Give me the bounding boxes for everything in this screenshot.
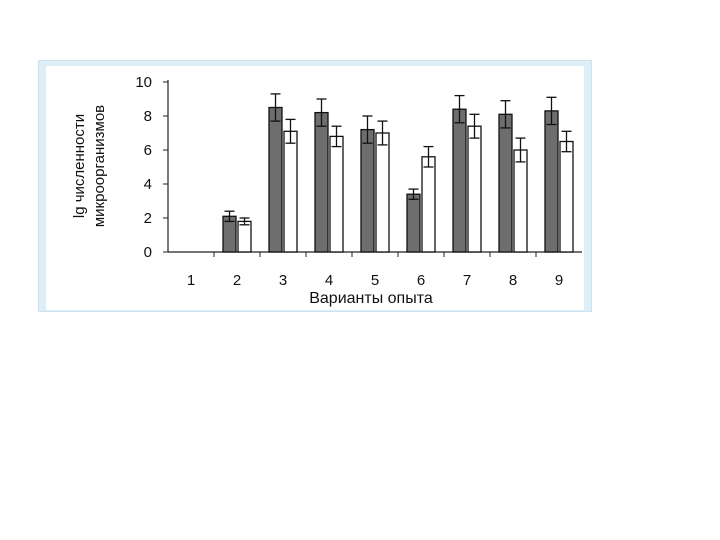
y-tick-label: 0: [144, 244, 152, 261]
bar-series-2: [421, 156, 436, 253]
x-tick-label: 5: [371, 272, 379, 289]
y-tick-label: 2: [144, 210, 152, 227]
y-axis-title: lg численности микроорганизмов: [71, 105, 108, 227]
bar-series-2: [559, 140, 574, 253]
bar-series-1: [452, 108, 467, 253]
y-axis-title-line-1: lg численности: [71, 114, 88, 218]
bar-series-1: [314, 111, 329, 253]
x-tick-label: 8: [509, 272, 517, 289]
y-tick-label: 10: [135, 74, 152, 91]
bar-series-1: [268, 106, 283, 253]
bar-series-2: [513, 149, 528, 253]
bar-series-1: [360, 128, 375, 253]
bar-series-2: [283, 130, 298, 253]
axes: [167, 80, 582, 257]
y-tick-label: 8: [144, 108, 152, 125]
x-tick-label: 9: [555, 272, 563, 289]
y-tick-label: 4: [144, 176, 152, 193]
bar-series-1: [544, 110, 559, 253]
x-tick-label: 7: [463, 272, 471, 289]
y-axis-title-line-2: микроорганизмов: [91, 105, 108, 227]
bars: [222, 93, 574, 253]
bar-series-1: [406, 193, 421, 253]
bar-series-1: [498, 113, 513, 253]
x-tick-label: 2: [233, 272, 241, 289]
x-tick-label: 6: [417, 272, 425, 289]
bar-series-2: [467, 125, 482, 253]
x-axis-title: Варианты опыта: [309, 290, 433, 307]
bar-series-2: [375, 132, 390, 253]
x-axis-tick-labels: 1 2 3 4 5 6 7 8 9: [187, 272, 563, 289]
x-tick-label: 1: [187, 272, 195, 289]
bar-series-2: [237, 220, 252, 253]
y-axis-ticks: 0 2 4 6 8 10: [135, 74, 168, 261]
x-tick-label: 3: [279, 272, 287, 289]
x-tick-label: 4: [325, 272, 333, 289]
y-tick-label: 6: [144, 142, 152, 159]
bar-series-2: [329, 135, 344, 253]
